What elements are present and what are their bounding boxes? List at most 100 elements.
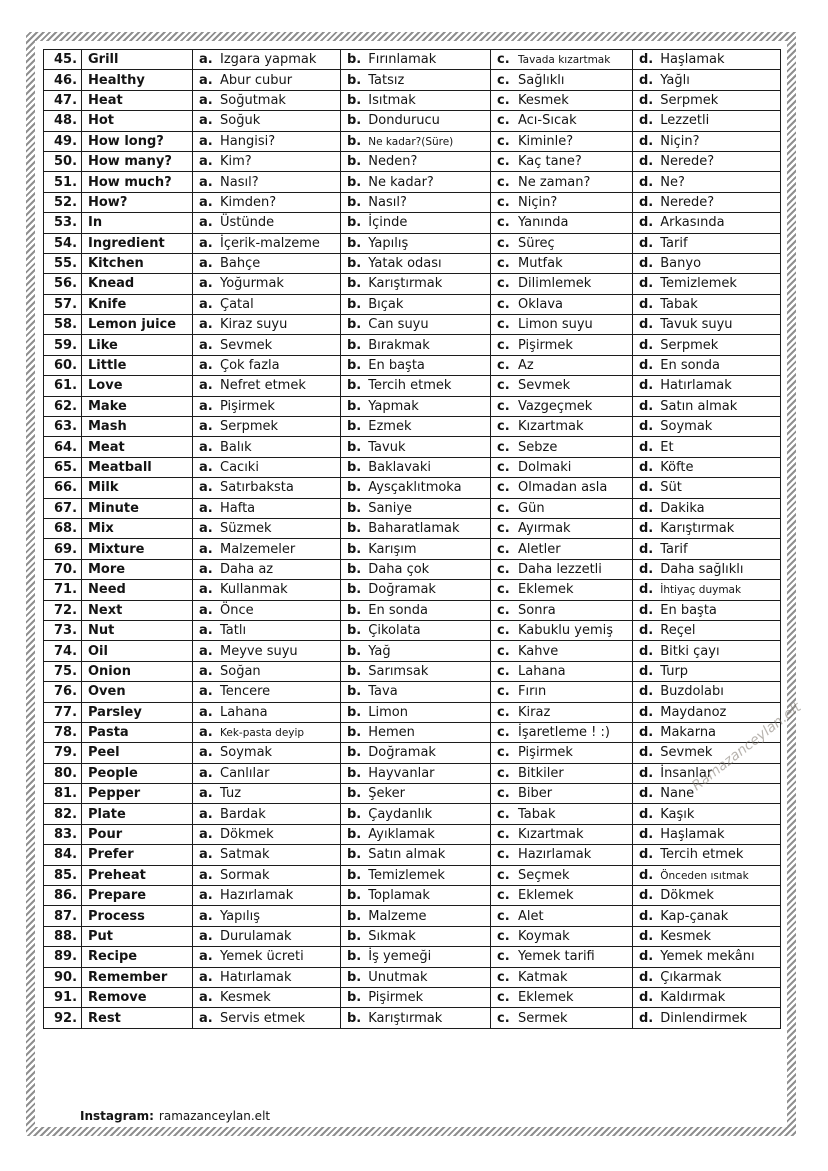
option-cell-a: a. Soğutmak	[192, 89, 341, 112]
option-letter: c.	[497, 256, 510, 272]
option-letter: a.	[199, 113, 213, 129]
option-cell-a: a. Bardak	[192, 803, 341, 825]
english-word: More	[81, 558, 193, 581]
option-cell-d: d. Dinlendirmek	[632, 1007, 781, 1029]
option-text: En sonda	[660, 358, 721, 374]
option-cell-d: d. Lezzetli	[632, 110, 781, 132]
option-text: Çikolata	[368, 623, 421, 639]
option-letter: d.	[639, 256, 654, 272]
table-row: 61. Love a. Nefret etmek b. Tercih etmek c. Sev…	[43, 375, 781, 397]
option-text: Süreç	[518, 235, 555, 251]
option-letter: d.	[639, 704, 654, 720]
question-number: 84.	[43, 844, 82, 866]
option-text: Yemek ücreti	[220, 949, 304, 965]
option-text: Dakika	[660, 500, 705, 516]
option-cell-b: b. Hemen	[340, 721, 491, 744]
option-letter: d.	[639, 113, 654, 129]
english-word: Peel	[81, 742, 193, 764]
table-row: 82. Plate a. Bardak b. Çaydanlık c. Tabak d. Kaşı…	[43, 803, 781, 825]
option-letter: d.	[639, 133, 654, 149]
option-text: Tatlı	[220, 623, 247, 639]
option-text: Yemek tarifi	[518, 949, 595, 965]
option-cell-a: a. Sevmek	[192, 334, 341, 356]
table-row: 90. Remember a. Hatırlamak b. Unutmak c. Katmak…	[43, 966, 781, 988]
option-text: Neden?	[368, 154, 418, 170]
option-text: Serpmek	[220, 419, 279, 435]
option-cell-c: c. Bitkiler	[490, 762, 633, 785]
option-cell-b: b. Doğramak	[340, 579, 491, 601]
option-letter: b.	[347, 725, 362, 741]
table-row: 86. Prepare a. Hazırlamak b. Toplamak c. Ekleme…	[43, 885, 781, 907]
question-number: 91.	[43, 986, 82, 1009]
option-text: Karıştırmak	[368, 1010, 443, 1026]
english-word: Like	[81, 334, 193, 356]
option-cell-c: c. Yanında	[490, 212, 633, 234]
option-letter: d.	[639, 52, 654, 68]
option-text: Süzmek	[220, 521, 272, 537]
option-cell-b: b. Pişirmek	[340, 986, 491, 1009]
option-cell-c: c. Alet	[490, 905, 633, 927]
option-cell-b: b. Dondurucu	[340, 110, 491, 132]
option-letter: c.	[497, 419, 510, 435]
option-cell-a: a. Satmak	[192, 844, 341, 866]
option-text: Doğramak	[368, 582, 436, 598]
option-letter: a.	[199, 806, 213, 822]
option-text: Tuz	[220, 786, 242, 802]
option-letter: b.	[347, 949, 362, 965]
question-number: 76.	[43, 681, 82, 703]
question-number: 72.	[43, 599, 82, 621]
option-cell-a: a. Durulamak	[192, 925, 341, 948]
option-cell-a: a. Soğuk	[192, 110, 341, 132]
option-letter: c.	[497, 113, 510, 129]
question-number: 80.	[43, 762, 82, 785]
option-letter: b.	[347, 460, 362, 475]
option-cell-d: d. Dakika	[632, 497, 781, 519]
table-row: 77. Parsley a. Lahana b. Limon c. Kiraz d. Maydan…	[43, 701, 781, 723]
option-text: Hatırlamak	[220, 969, 292, 985]
option-cell-d: d. Tavuk suyu	[632, 314, 781, 336]
option-letter: c.	[497, 133, 510, 149]
option-cell-a: a. Malzemeler	[192, 538, 341, 560]
option-letter: d.	[639, 541, 654, 557]
option-letter: b.	[347, 72, 362, 88]
question-number: 86.	[43, 885, 82, 907]
option-text: Pişirmek	[368, 990, 424, 1006]
option-cell-b: b. Tavuk	[340, 436, 491, 458]
option-letter: b.	[347, 786, 362, 802]
option-letter: b.	[347, 1010, 362, 1026]
option-letter: d.	[639, 684, 654, 700]
option-letter: a.	[199, 194, 213, 210]
english-word: Pour	[81, 823, 193, 846]
option-cell-d: d. Çıkarmak	[632, 966, 781, 988]
option-cell-d: d. Soymak	[632, 416, 781, 438]
option-letter: d.	[639, 602, 654, 618]
question-number: 88.	[43, 925, 82, 948]
option-text: Alet	[518, 908, 544, 924]
option-cell-a: a. Kesmek	[192, 986, 341, 1009]
question-number: 51.	[43, 171, 82, 193]
option-cell-b: b. Ne kadar?(Süre)	[340, 130, 491, 152]
option-letter: b.	[347, 582, 362, 598]
table-row: 79. Peel a. Soymak b. Doğramak c. Pişirmek d. Sev…	[43, 742, 781, 764]
option-cell-a: a. Üstünde	[192, 212, 341, 234]
english-word: Mixture	[81, 538, 193, 560]
english-word: Little	[81, 354, 193, 377]
option-letter: c.	[497, 786, 510, 802]
option-letter: c.	[497, 235, 510, 251]
option-letter: d.	[639, 1010, 654, 1026]
option-cell-b: b. Malzeme	[340, 905, 491, 927]
option-letter: c.	[497, 949, 510, 965]
table-row: 45. Grill a. Izgara yapmak b. Fırınlamak c. Tav…	[43, 48, 781, 71]
question-number: 90.	[43, 966, 82, 988]
english-word: How long?	[81, 130, 193, 152]
option-cell-a: a. Süzmek	[192, 517, 341, 540]
question-number: 67.	[43, 497, 82, 519]
question-number: 87.	[43, 905, 82, 927]
option-letter: d.	[639, 663, 654, 679]
english-word: How many?	[81, 150, 193, 173]
option-cell-c: c. Biber	[490, 783, 633, 805]
english-word: Nut	[81, 619, 193, 642]
option-cell-d: d. Nerede?	[632, 150, 781, 173]
option-text: Canlılar	[220, 765, 270, 781]
question-number: 45.	[43, 48, 82, 71]
